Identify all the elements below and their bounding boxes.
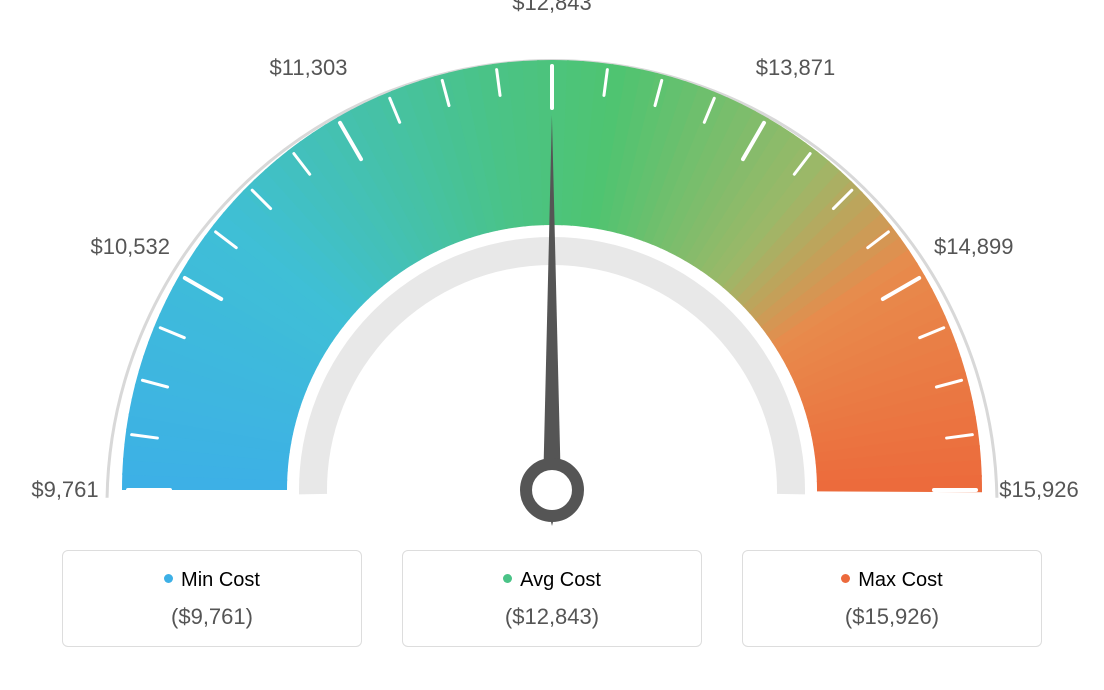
gauge-svg (0, 0, 1104, 540)
legend-card-avg: Avg Cost ($12,843) (402, 550, 702, 647)
tick-label: $13,871 (756, 55, 836, 81)
legend-value-max: ($15,926) (753, 604, 1031, 630)
tick-label: $9,761 (31, 477, 98, 503)
tick-label: $10,532 (90, 234, 170, 260)
legend-value-min: ($9,761) (73, 604, 351, 630)
legend-value-avg: ($12,843) (413, 604, 691, 630)
tick-label: $14,899 (934, 234, 1014, 260)
tick-label: $11,303 (270, 55, 348, 81)
legend-title-max: Max Cost (753, 569, 1031, 592)
legend-card-min: Min Cost ($9,761) (62, 550, 362, 647)
dot-min (164, 574, 173, 583)
legend-card-max: Max Cost ($15,926) (742, 550, 1042, 647)
tick-label: $12,843 (512, 0, 592, 16)
legend-label-avg: Avg Cost (520, 569, 601, 591)
gauge-chart: $9,761 $10,532 $11,303 $12,843 $13,871 $14,89… (0, 0, 1104, 540)
legend-row: Min Cost ($9,761) Avg Cost ($12,843) Max… (0, 550, 1104, 647)
legend-label-max: Max Cost (858, 569, 942, 591)
legend-label-min: Min Cost (181, 569, 260, 591)
legend-title-avg: Avg Cost (413, 569, 691, 592)
dot-avg (503, 574, 512, 583)
dot-max (841, 574, 850, 583)
tick-label: $15,926 (999, 477, 1079, 503)
legend-title-min: Min Cost (73, 569, 351, 592)
